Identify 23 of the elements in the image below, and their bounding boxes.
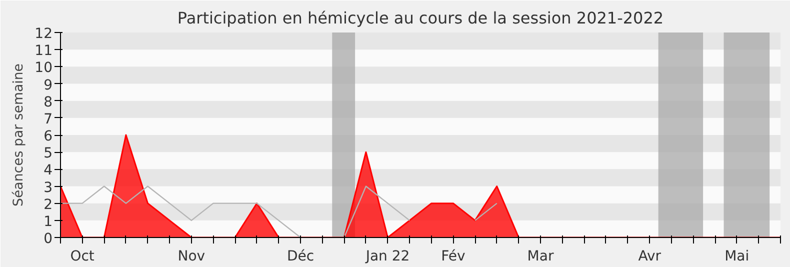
y-tick-label: 4 [44,162,53,179]
y-axis-title: Séances par semaine [12,64,27,206]
y-tick-label: 12 [34,26,53,42]
x-tick-label: Avr [638,248,662,264]
y-tick-label: 6 [44,128,53,144]
y-tick-label: 11 [34,43,53,60]
y-tick-label: 0 [44,231,53,247]
y-tick-label: 8 [44,94,53,110]
x-tick-label: Fév [441,248,466,264]
y-tick-label: 9 [44,77,53,94]
x-tick-label: Jan 22 [364,248,410,264]
chart-title: Participation en hémicycle au cours de la session 2021-2022 [177,8,664,28]
y-tick-label: 2 [44,196,53,213]
x-tick-label: Mar [527,248,554,264]
x-tick-label: Oct [70,248,95,264]
y-tick-label: 1 [44,214,53,230]
x-tick-label: Déc [286,248,314,264]
y-tick-label: 10 [34,60,53,76]
y-tick-label: 3 [44,180,53,196]
y-tick-label: 5 [44,146,53,162]
x-tick-label: Mai [724,248,750,264]
y-tick-label: 7 [44,111,53,128]
x-tick-label: Nov [178,248,206,264]
